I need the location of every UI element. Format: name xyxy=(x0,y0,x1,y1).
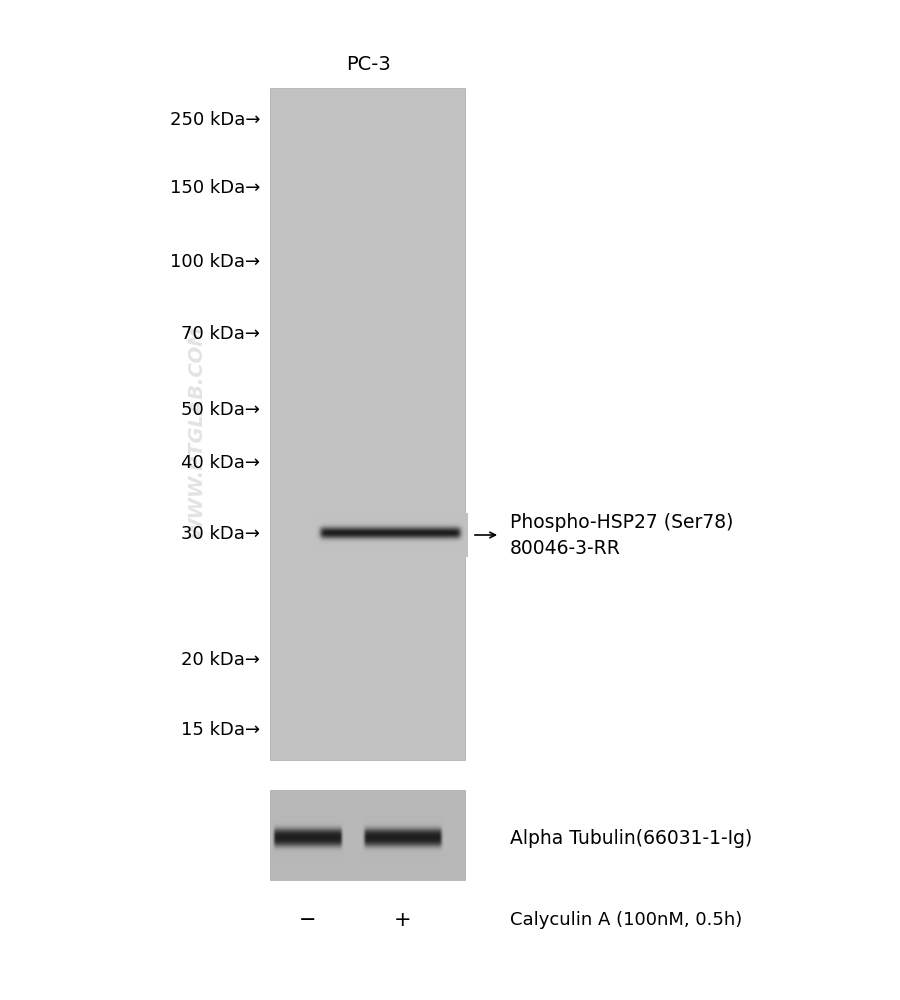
Text: 250 kDa→: 250 kDa→ xyxy=(169,111,260,129)
Text: 150 kDa→: 150 kDa→ xyxy=(169,179,260,197)
Text: 80046-3-RR: 80046-3-RR xyxy=(510,538,621,558)
Text: 100 kDa→: 100 kDa→ xyxy=(170,253,260,271)
Text: 40 kDa→: 40 kDa→ xyxy=(181,454,260,472)
Text: Calyculin A (100nM, 0.5h): Calyculin A (100nM, 0.5h) xyxy=(510,911,742,929)
Bar xyxy=(270,790,465,880)
Text: 15 kDa→: 15 kDa→ xyxy=(181,721,260,739)
Text: 30 kDa→: 30 kDa→ xyxy=(181,525,260,543)
Bar xyxy=(270,88,465,760)
Text: 70 kDa→: 70 kDa→ xyxy=(181,325,260,343)
Text: PC-3: PC-3 xyxy=(346,55,391,75)
Text: +: + xyxy=(394,910,412,930)
Text: Phospho-HSP27 (Ser78): Phospho-HSP27 (Ser78) xyxy=(510,512,734,532)
Text: WWW.PTGLAB.COM: WWW.PTGLAB.COM xyxy=(185,323,204,537)
Text: −: − xyxy=(299,910,317,930)
Text: Alpha Tubulin(66031-1-Ig): Alpha Tubulin(66031-1-Ig) xyxy=(510,828,752,848)
Text: 50 kDa→: 50 kDa→ xyxy=(181,401,260,419)
Text: 20 kDa→: 20 kDa→ xyxy=(181,651,260,669)
